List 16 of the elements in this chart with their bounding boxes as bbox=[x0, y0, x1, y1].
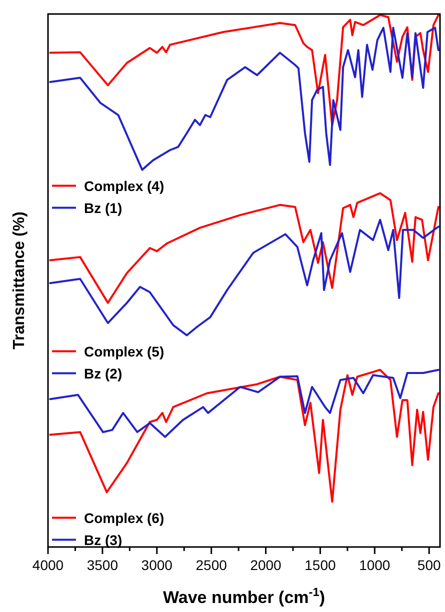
legend-label: Bz (2) bbox=[84, 365, 122, 382]
x-tick-label: 1000 bbox=[359, 557, 390, 573]
x-tick-label: 2500 bbox=[196, 557, 228, 573]
y-axis-title: Transmittance (%) bbox=[11, 212, 28, 350]
x-tick-label: 1500 bbox=[304, 557, 336, 573]
x-tick-label: 2000 bbox=[250, 557, 282, 573]
x-axis-title: Wave number (cm$^{-1}$) bbox=[162, 585, 326, 607]
x-tick-label: 500 bbox=[417, 557, 442, 573]
legend-label: Complex (6) bbox=[84, 510, 164, 526]
legend-label: Complex (5) bbox=[84, 343, 164, 360]
x-tick-label: 3000 bbox=[141, 557, 173, 573]
legend-label: Bz (3) bbox=[84, 532, 122, 548]
x-tick-label: 4000 bbox=[32, 557, 64, 573]
legend-label: Complex (4) bbox=[84, 178, 164, 194]
legend-label: Bz (1) bbox=[84, 200, 122, 216]
x-tick-label: 3500 bbox=[86, 557, 118, 573]
